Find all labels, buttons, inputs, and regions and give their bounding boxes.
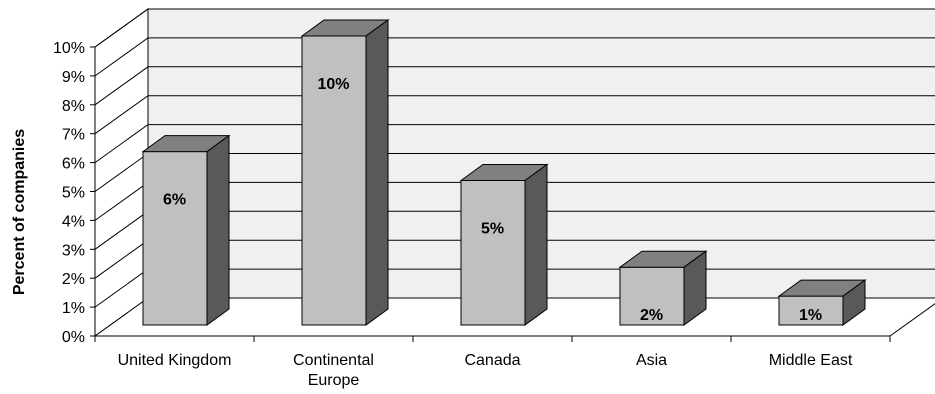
bar-side (524, 163, 548, 326)
bar-3: 5% (459, 163, 549, 326)
gridline (94, 8, 935, 48)
category-label-line: Canada (464, 352, 520, 369)
x-axis: United Kingdom Continental Europe Canada Asi… (94, 335, 891, 389)
category-label: Middle East (769, 352, 853, 369)
y-tick-label: 8% (62, 98, 85, 115)
gridline (94, 124, 935, 164)
bar-side (683, 250, 707, 326)
bar-2: 10% (300, 19, 390, 326)
bar-5: 1% (777, 279, 867, 326)
bar-front (142, 151, 208, 326)
data-label: 5% (481, 221, 504, 238)
category-label-line: Asia (636, 352, 667, 369)
bar-front (619, 266, 685, 326)
y-tick-label: 10% (53, 40, 85, 57)
y-tick-label: 3% (62, 242, 85, 259)
category-label: Continental Europe (293, 352, 374, 389)
category-label: Canada (464, 352, 520, 369)
y-axis: 0% 1% 2% 3% 4% 5% 6% 7% 8% 9% 10% (53, 40, 96, 346)
gridline (94, 95, 935, 135)
category-label-line: Europe (308, 372, 360, 389)
category-label: United Kingdom (118, 352, 232, 369)
category-label-line: Continental (293, 352, 374, 369)
data-label: 6% (163, 192, 186, 209)
bars: 6% 10% 5% 2% 1% (141, 19, 867, 326)
y-tick-label: 1% (62, 300, 85, 317)
category-label-line: United Kingdom (118, 352, 232, 369)
bar-4: 2% (618, 250, 708, 326)
gridline (94, 37, 935, 77)
y-tick-label: 6% (62, 156, 85, 173)
y-tick-label: 4% (62, 213, 85, 230)
bar-side (365, 19, 389, 326)
bar-side (842, 279, 866, 326)
gridline (94, 66, 935, 106)
bar-front (460, 180, 526, 326)
y-tick-label: 9% (62, 69, 85, 86)
category-label-line: Middle East (769, 352, 853, 369)
y-tick-label: 7% (62, 127, 85, 144)
bar-front (301, 35, 367, 326)
category-label: Asia (636, 352, 667, 369)
data-label: 2% (640, 307, 663, 324)
y-tick-label: 2% (62, 271, 85, 288)
y-axis-label: Percent of companies (11, 129, 28, 295)
bar-1: 6% (141, 134, 231, 326)
bar-front (778, 295, 844, 326)
y-tick-label: 0% (62, 329, 85, 346)
y-tick-label: 5% (62, 185, 85, 202)
data-label: 10% (317, 76, 349, 93)
bar-side (206, 134, 230, 326)
data-label: 1% (799, 307, 822, 324)
